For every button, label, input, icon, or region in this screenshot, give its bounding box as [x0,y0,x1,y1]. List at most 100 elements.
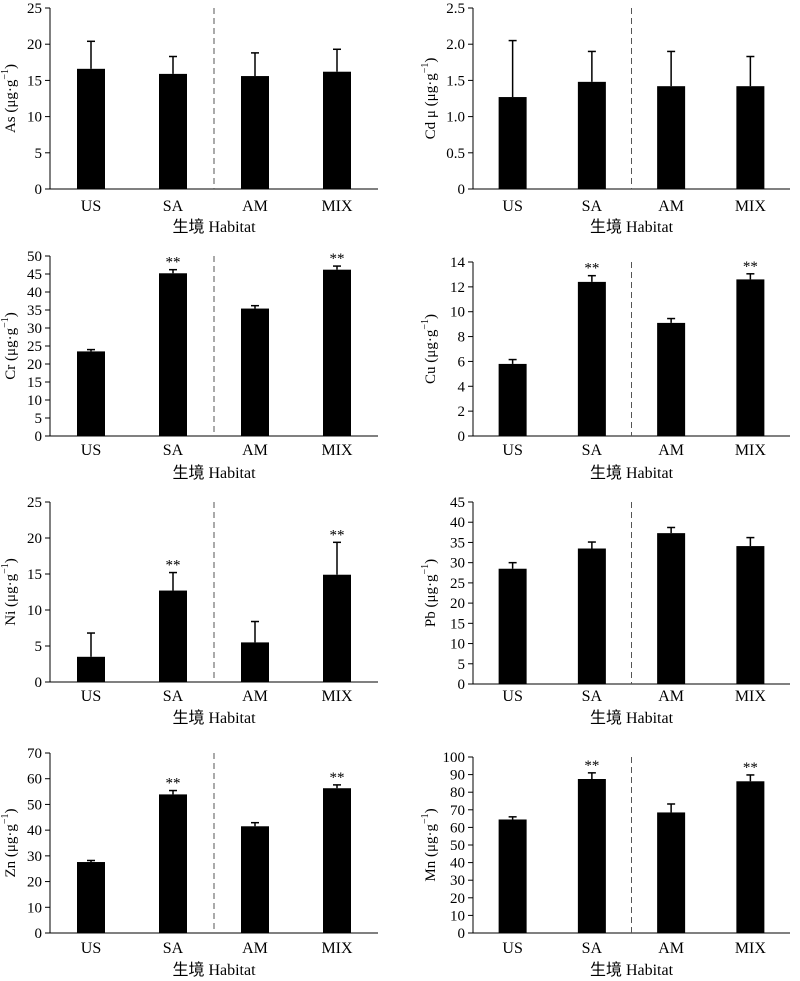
x-axis-title: 生境 Habitat [172,960,256,979]
bar-am [657,322,686,436]
chart-panel-7: 0 10 20 30 40 50 60 70 US ** SA AM ** MIX 生境 Habitat Zn… [0,746,378,979]
bar-mix [736,86,765,189]
y-tick-label: 50 [450,838,465,854]
bar-sa [159,73,187,189]
y-tick-label: 12 [450,280,465,296]
y-tick-label: 0 [35,675,43,691]
category-label: AM [658,940,684,957]
category-label: SA [163,198,184,215]
y-tick-label: 30 [450,556,465,572]
bar-sa [577,81,606,189]
category-label: SA [163,688,184,705]
y-tick-label: 50 [27,249,42,265]
category-label: MIX [321,198,353,215]
category-label: MIX [321,940,353,957]
bar-sa [159,794,187,933]
y-tick-label: 45 [27,267,42,283]
bar-sa [159,273,187,436]
x-axis-title: 生境 Habitat [172,217,256,236]
y-tick-label: 6 [458,354,466,370]
significance-marker: ** [330,527,345,543]
bar-mix [736,546,765,684]
bar-mix [736,781,765,933]
y-tick-label: 60 [450,820,465,836]
y-tick-label: 45 [450,495,465,511]
y-tick-label: 0 [458,429,466,445]
category-label: AM [242,940,268,957]
y-axis-title: As (μg·g−1) [0,64,19,133]
y-tick-label: 60 [27,772,42,788]
bar-us [498,568,527,684]
y-tick-label: 1.5 [446,73,465,89]
bar-us [77,862,105,933]
category-label: SA [582,198,603,215]
chart-panel-5: 0 5 10 15 20 25 US ** SA AM ** MIX 生境 Habitat Ni (μg·… [0,495,378,727]
y-tick-label: 0 [35,926,43,942]
y-tick-label: 40 [27,823,42,839]
y-tick-label: 10 [450,305,465,321]
bar-us [77,351,105,436]
y-axis-title: Cd μ (μg·g−1) [420,58,439,140]
category-label: SA [163,442,184,459]
significance-marker: ** [166,776,181,792]
y-tick-label: 10 [27,603,42,619]
bar-mix [323,71,351,189]
category-label: US [502,940,522,957]
y-tick-label: 10 [450,908,465,924]
y-tick-label: 35 [27,303,42,319]
y-tick-label: 35 [450,535,465,551]
bar-am [241,642,269,682]
bar-us [498,97,527,189]
bar-us [498,363,527,436]
bar-us [498,819,527,933]
category-label: MIX [321,442,353,459]
category-label: US [502,442,522,459]
y-tick-label: 0 [458,182,466,198]
category-label: AM [242,442,268,459]
bar-mix [323,574,351,682]
y-tick-label: 80 [450,785,465,801]
y-tick-label: 10 [27,393,42,409]
y-tick-label: 8 [458,330,466,346]
category-label: MIX [735,940,767,957]
bar-am [657,86,686,189]
category-label: AM [658,442,684,459]
y-tick-label: 1.0 [446,110,465,126]
category-label: AM [242,198,268,215]
y-tick-label: 100 [443,750,466,766]
y-tick-label: 20 [27,37,42,53]
y-tick-label: 25 [27,1,42,17]
significance-marker: ** [584,261,599,277]
x-axis-title: 生境 Habitat [590,960,674,979]
y-tick-label: 2 [458,404,466,420]
y-tick-label: 20 [27,875,42,891]
x-axis-title: 生境 Habitat [590,217,674,236]
significance-marker: ** [743,760,758,776]
y-tick-label: 2.0 [446,37,465,53]
y-tick-label: 25 [27,495,42,511]
chart-panel-2: 0 0.5 1.0 1.5 2.0 2.5 US SA AM MIX 生境 Habitat Cd μ … [420,1,790,236]
y-tick-label: 30 [450,873,465,889]
y-axis-title: Zn (μg·g−1) [0,808,19,877]
y-axis-title: Cu (μg·g−1) [420,314,439,384]
category-label: AM [658,198,684,215]
y-tick-label: 90 [450,768,465,784]
y-tick-label: 10 [450,637,465,653]
y-tick-label: 5 [35,639,43,655]
bar-am [241,76,269,189]
category-label: US [81,688,101,705]
category-label: SA [163,940,184,957]
bar-sa [577,548,606,684]
chart-panel-3: 0 5 10 15 20 25 30 35 40 45 50 US ** SA AM ** MIX 生境 Habi… [0,249,378,482]
chart-panel-6: 0 5 10 15 20 25 30 35 40 45 US SA AM MIX 生境 Habitat Pb … [420,495,790,727]
y-tick-label: 10 [27,900,42,916]
y-tick-label: 30 [27,849,42,865]
y-tick-label: 20 [450,891,465,907]
x-axis-title: 生境 Habitat [590,463,674,482]
significance-marker: ** [743,259,758,275]
y-tick-label: 0 [35,429,43,445]
y-tick-label: 40 [450,515,465,531]
y-tick-label: 15 [27,567,42,583]
